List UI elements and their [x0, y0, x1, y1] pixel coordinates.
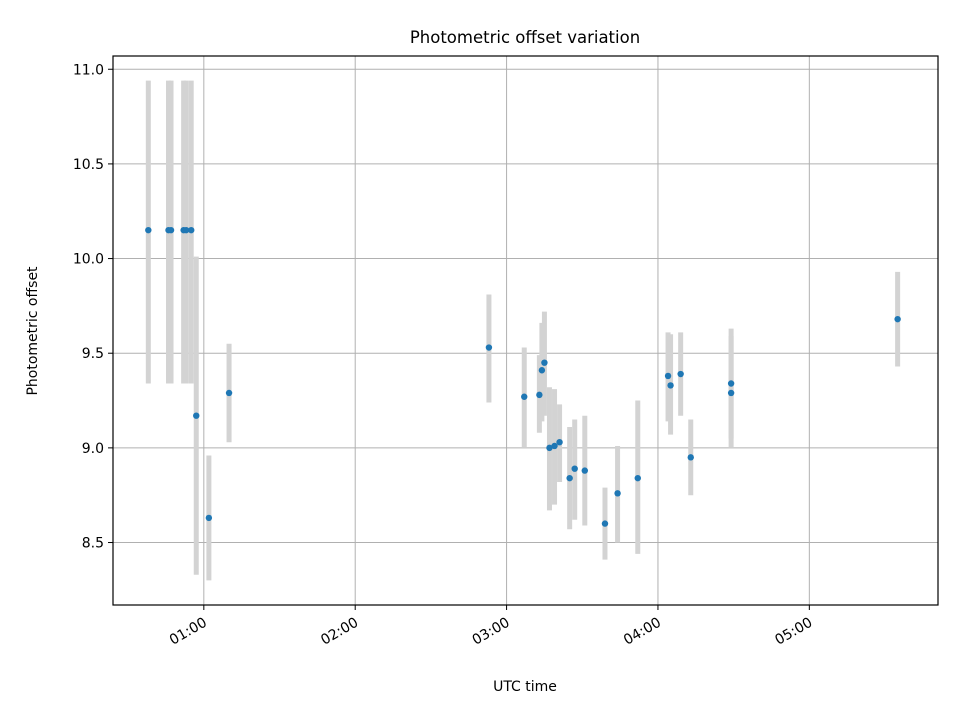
data-point: [614, 490, 621, 497]
data-point: [634, 474, 641, 482]
data-point: [538, 367, 546, 374]
data-point: [541, 359, 548, 366]
data-point: [182, 226, 190, 234]
y-tick-label: 9.0: [82, 441, 104, 457]
data-point: [581, 467, 588, 474]
data-point: [556, 438, 563, 446]
data-point: [521, 393, 528, 400]
data-point: [566, 474, 573, 482]
data-point: [601, 520, 609, 527]
y-axis-label: Photometric offset: [25, 266, 41, 396]
y-tick-label: 9.5: [82, 346, 104, 362]
data-point: [167, 226, 175, 234]
data-point: [551, 442, 558, 450]
data-point: [485, 344, 493, 351]
data-point: [546, 444, 553, 452]
y-tick-label: 11.0: [73, 62, 104, 78]
chart-title: Photometric offset variation: [410, 28, 640, 47]
y-tick-label: 8.5: [82, 536, 104, 552]
data-point: [193, 412, 200, 419]
data-point: [687, 454, 694, 461]
plot-frame: [112, 55, 939, 606]
data-point: [667, 382, 674, 389]
x-axis-label: UTC time: [493, 679, 557, 695]
data-point: [664, 372, 672, 380]
data-point: [571, 465, 578, 472]
data-point: [727, 389, 735, 397]
data-point: [145, 226, 152, 234]
data-point: [536, 391, 543, 399]
data-point: [188, 226, 195, 234]
data-point: [677, 370, 684, 378]
point-layer: [145, 226, 901, 527]
data-point: [225, 389, 233, 397]
data-point: [727, 380, 735, 387]
data-point: [894, 315, 901, 323]
y-tick-label: 10.5: [73, 157, 104, 173]
plot-area: [113, 56, 938, 605]
y-tick-label: 10.0: [73, 252, 104, 268]
data-point: [205, 514, 213, 522]
grid-layer: [113, 56, 938, 605]
